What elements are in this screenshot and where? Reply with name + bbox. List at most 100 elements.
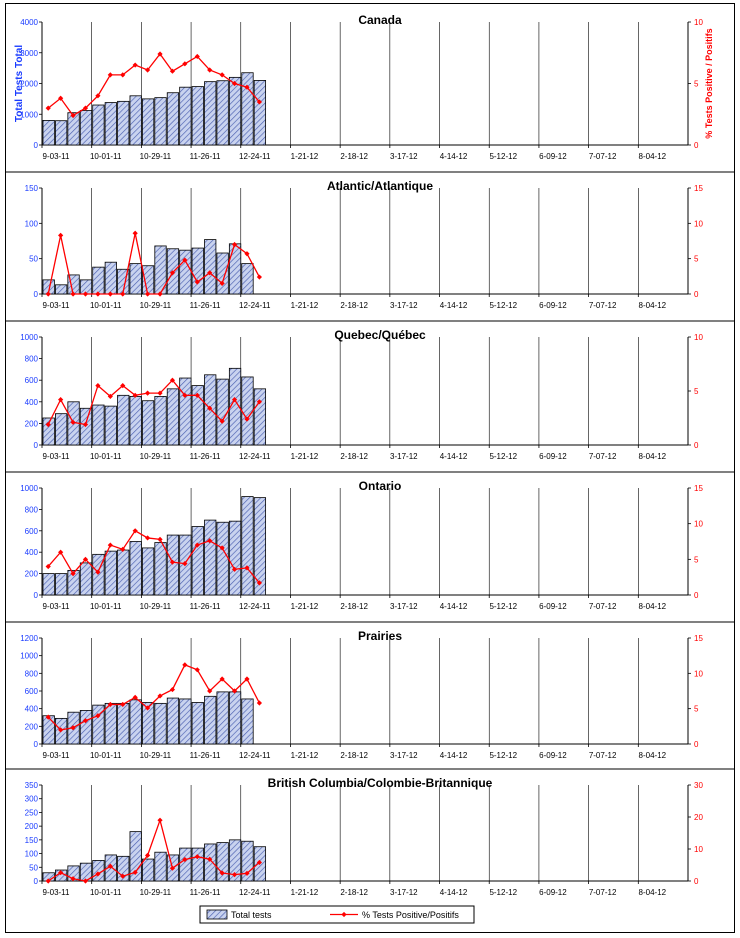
x-tick-label: 2-18-12 <box>340 751 368 760</box>
bar <box>141 547 155 596</box>
bar <box>216 521 229 596</box>
x-tick-label: 4-14-12 <box>440 301 468 310</box>
x-tick-label: 6-09-12 <box>539 751 567 760</box>
line-point <box>120 383 126 389</box>
y-tick-label: 600 <box>25 527 39 536</box>
x-tick-label: 10-01-11 <box>90 888 122 897</box>
y-tick-label: 400 <box>25 398 39 407</box>
bar <box>141 858 155 882</box>
line-point <box>107 863 113 869</box>
y-tick-label: 4000 <box>20 18 38 27</box>
line-point <box>169 559 176 565</box>
line-point <box>70 876 76 882</box>
chart-panel-1: 0 1000 2000 3000 4000 0 5 10 9-03-11 10-01-11 10-2… <box>14 13 714 161</box>
y2-tick-label: 5 <box>694 387 699 396</box>
x-tick-label: 10-01-11 <box>90 301 122 310</box>
line-point <box>157 817 163 823</box>
bar <box>104 261 117 295</box>
chart-panel-3: 0 200 400 600 800 1000 0 5 10 9-03-11 10-01-11 10-2… <box>5 320 735 461</box>
x-tick-label: 4-14-12 <box>440 602 468 611</box>
bar <box>104 102 117 146</box>
y-tick-label: 1000 <box>20 110 38 119</box>
y2-tick-label: 15 <box>694 634 703 643</box>
line-point <box>82 718 89 724</box>
line-point <box>58 232 64 238</box>
x-tick-label: 11-26-11 <box>190 751 221 760</box>
y-tick-label: 600 <box>25 687 39 696</box>
y-tick-label: 1000 <box>20 484 38 493</box>
y2-tick-label: 10 <box>694 18 703 27</box>
line-point <box>95 383 101 389</box>
line-point <box>231 872 238 878</box>
line-point <box>194 854 200 860</box>
x-tick-label: 6-09-12 <box>539 602 567 611</box>
bar <box>42 715 55 745</box>
bar <box>104 550 117 596</box>
x-tick-label: 7-07-12 <box>589 301 617 310</box>
bar <box>141 702 155 745</box>
x-tick-label: 8-04-12 <box>639 152 667 161</box>
bar <box>67 569 80 596</box>
bar <box>228 76 242 146</box>
y-tick-label: 400 <box>25 548 39 557</box>
x-tick-label: 1-21-12 <box>291 301 319 310</box>
line-point <box>231 566 238 572</box>
y2-tick-label: 5 <box>694 555 699 564</box>
bar <box>92 704 105 745</box>
bar <box>228 367 242 446</box>
line-point <box>244 676 250 682</box>
x-tick-label: 1-21-12 <box>291 602 319 611</box>
line-point <box>107 291 113 297</box>
line-point <box>45 714 51 720</box>
line-point <box>120 873 126 879</box>
bar <box>117 702 130 745</box>
x-tick-label: 2-18-12 <box>340 888 368 897</box>
bar <box>154 542 167 596</box>
line-point <box>169 377 176 383</box>
x-tick-label: 3-17-12 <box>390 888 418 897</box>
line-point <box>70 571 76 577</box>
y-axis-label: Total Tests Total <box>14 45 25 122</box>
line-point <box>169 686 176 693</box>
line-point <box>207 538 213 544</box>
x-tick-label: 11-26-11 <box>190 602 221 611</box>
line-point <box>144 705 151 711</box>
line-point <box>231 241 238 248</box>
legend-bar-label: Total tests <box>231 910 272 920</box>
line-point <box>207 67 213 73</box>
bar <box>166 534 180 596</box>
x-tick-label: 3-17-12 <box>390 751 418 760</box>
x-tick-label: 11-26-11 <box>190 452 221 461</box>
line-point <box>244 251 250 257</box>
line-point <box>144 535 151 541</box>
y-tick-label: 150 <box>25 184 39 193</box>
line-point <box>244 565 250 571</box>
line-point <box>219 72 225 78</box>
positivity-line <box>47 52 260 117</box>
y2-tick-label: 5 <box>694 80 699 89</box>
line-point <box>58 549 64 555</box>
x-tick-label: 6-09-12 <box>539 152 567 161</box>
line-point <box>207 688 213 694</box>
line-point <box>157 291 163 297</box>
line-point <box>107 542 113 548</box>
y2-tick-label: 5 <box>694 255 699 264</box>
x-tick-label: 8-04-12 <box>639 888 667 897</box>
line-point <box>157 536 163 542</box>
y-tick-label: 300 <box>25 795 39 804</box>
line-point <box>231 80 238 87</box>
bar <box>241 263 254 295</box>
line-point <box>45 563 51 570</box>
line-point <box>207 405 213 411</box>
x-tick-label: 12-24-11 <box>239 888 271 897</box>
bar <box>216 842 229 882</box>
y-tick-label: 50 <box>29 863 38 872</box>
line-point <box>70 725 76 731</box>
y2-tick-label: 0 <box>694 290 699 299</box>
line-point <box>132 230 138 236</box>
bar <box>154 702 167 745</box>
x-tick-label: 7-07-12 <box>589 751 617 760</box>
x-tick-label: 10-29-11 <box>140 888 172 897</box>
x-tick-label: 1-21-12 <box>291 751 319 760</box>
